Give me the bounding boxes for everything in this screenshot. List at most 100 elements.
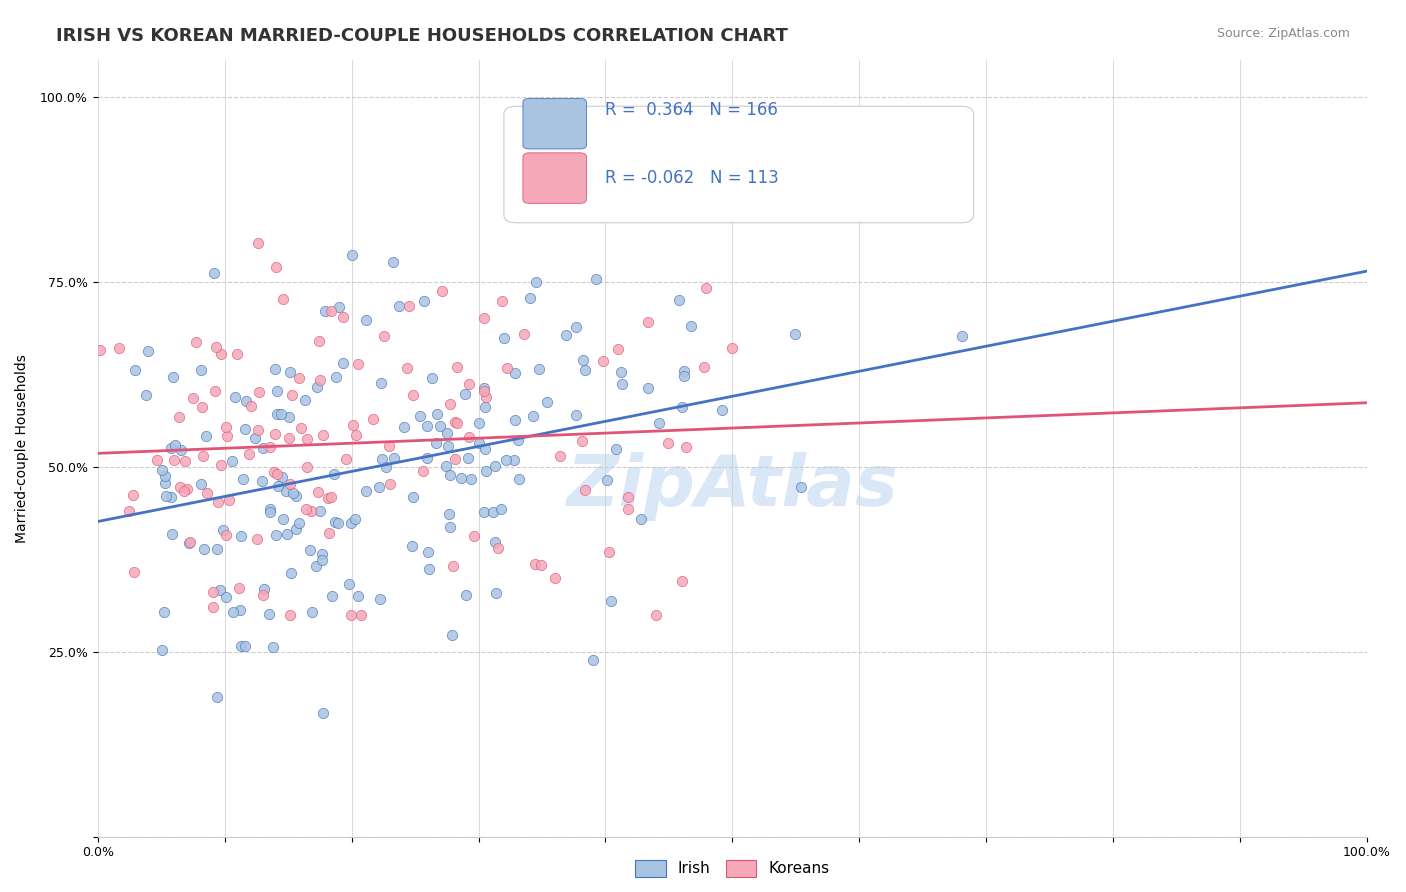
Point	[328, 301, 350, 315]
Point	[181, 391, 204, 405]
Point	[209, 582, 232, 597]
Point	[226, 347, 249, 361]
Point	[204, 384, 226, 398]
Point	[173, 454, 195, 468]
Point	[637, 381, 659, 395]
Point	[312, 706, 335, 721]
Point	[368, 592, 391, 607]
Point	[692, 360, 714, 375]
Point	[425, 435, 447, 450]
Point	[297, 460, 319, 475]
Point	[671, 574, 693, 588]
Point	[215, 528, 238, 542]
Point	[598, 544, 620, 558]
Point	[150, 463, 173, 477]
Point	[441, 628, 464, 642]
Point	[361, 412, 384, 426]
Point	[153, 605, 176, 619]
Point	[524, 275, 547, 289]
Point	[426, 407, 449, 421]
Point	[415, 451, 437, 466]
Point	[314, 303, 336, 318]
Point	[228, 581, 250, 595]
Point	[458, 376, 481, 391]
Point	[319, 303, 342, 318]
Point	[121, 488, 143, 502]
Point	[280, 476, 302, 491]
Point	[124, 362, 146, 376]
Point	[571, 434, 593, 449]
Point	[271, 512, 294, 526]
Point	[321, 589, 343, 603]
Point	[474, 390, 496, 404]
Point	[309, 504, 332, 518]
Point	[437, 439, 460, 453]
Point	[281, 388, 304, 402]
Point	[339, 516, 361, 530]
Point	[252, 441, 274, 455]
Point	[235, 394, 257, 409]
Point	[290, 420, 312, 434]
Point	[162, 452, 184, 467]
Point	[344, 427, 367, 442]
Point	[122, 565, 145, 579]
Point	[267, 479, 290, 493]
Point	[519, 291, 541, 305]
Point	[382, 450, 405, 465]
Point	[205, 541, 228, 556]
Point	[270, 407, 292, 421]
Point	[695, 280, 717, 294]
Point	[277, 431, 299, 445]
Point	[253, 582, 276, 596]
Point	[201, 600, 224, 615]
Point	[596, 473, 619, 487]
Point	[222, 605, 245, 619]
Point	[136, 343, 159, 358]
Point	[495, 453, 517, 467]
Point	[215, 429, 238, 443]
Point	[502, 453, 524, 467]
Point	[572, 352, 595, 367]
Point	[585, 271, 607, 285]
Point	[264, 260, 287, 275]
Point	[439, 397, 461, 411]
Point	[325, 370, 347, 384]
Point	[135, 388, 157, 402]
Legend: Irish, Koreans: Irish, Koreans	[628, 854, 835, 883]
Point	[430, 284, 453, 298]
Point	[673, 369, 696, 384]
Point	[468, 436, 491, 450]
Point	[416, 419, 439, 434]
Point	[283, 486, 305, 500]
Point	[657, 436, 679, 450]
Point	[146, 453, 169, 467]
Point	[340, 607, 363, 622]
Point	[489, 502, 512, 516]
Point	[301, 605, 323, 619]
Point	[232, 472, 254, 486]
Point	[429, 418, 451, 433]
Point	[527, 362, 550, 376]
Point	[668, 293, 690, 307]
Point	[295, 433, 318, 447]
Point	[434, 458, 457, 473]
Point	[295, 502, 318, 516]
Point	[207, 495, 229, 509]
Point	[450, 471, 472, 485]
Point	[436, 425, 458, 440]
Point	[346, 589, 368, 603]
Point	[388, 299, 411, 313]
Point	[270, 469, 292, 483]
FancyBboxPatch shape	[523, 98, 586, 149]
Point	[163, 438, 186, 452]
Point	[229, 529, 252, 543]
Point	[446, 416, 468, 430]
Point	[278, 365, 301, 379]
Point	[463, 529, 485, 543]
Point	[308, 334, 330, 348]
Point	[460, 472, 482, 486]
Point	[263, 466, 285, 480]
Point	[344, 512, 367, 526]
Point	[190, 363, 212, 377]
Point	[246, 532, 269, 546]
